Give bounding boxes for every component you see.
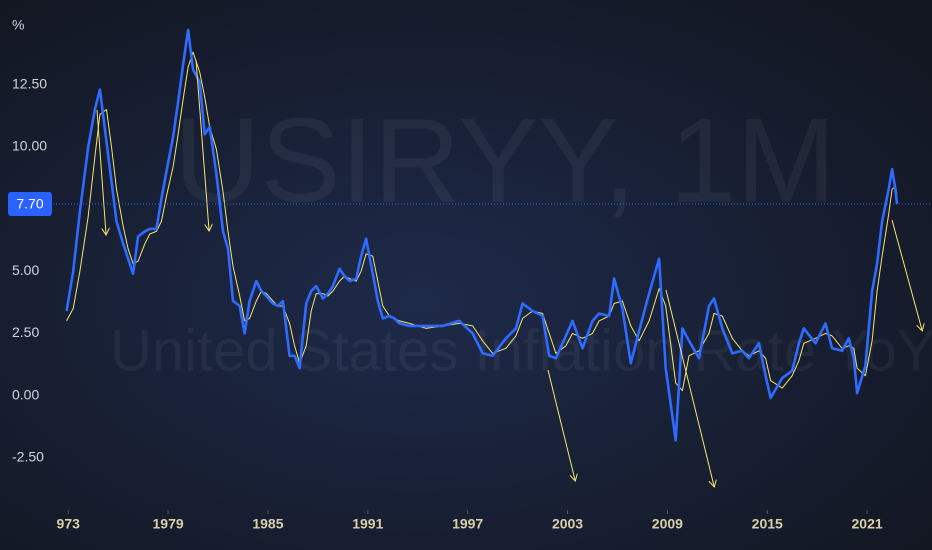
last-value-label: 7.70 [16,196,43,212]
x-tick-label: 2015 [752,516,783,532]
y-tick-label: -2.50 [12,448,44,464]
last-value-box [8,192,52,216]
x-tick-label: 1979 [153,516,184,532]
y-tick-label: 5.00 [12,262,39,278]
x-tick-label: 1991 [352,516,383,532]
watermark-subtitle: United States Inflation Rate YoY [110,318,932,383]
x-tick-label: 2003 [552,516,583,532]
y-tick-label: 2.50 [12,324,39,340]
x-tick-label: 2009 [652,516,683,532]
x-tick-label: 1985 [252,516,283,532]
arrow [891,219,922,330]
arrow [665,289,714,486]
y-tick-label: 10.00 [12,137,47,153]
watermark: USIRYY, 1M [174,94,837,228]
y-tick-label: 0.00 [12,386,39,402]
y-tick-label: 12.50 [12,75,47,91]
arrow [96,109,106,234]
x-tick-label: 2021 [852,516,883,532]
x-tick-label: 1997 [452,516,483,532]
series-line [66,51,898,392]
annotation-arrows [96,59,922,486]
x-tick-label: 973 [57,516,81,532]
y-unit: % [12,17,24,33]
series-line [65,28,899,442]
arrow [547,369,575,480]
arrow [195,59,209,230]
